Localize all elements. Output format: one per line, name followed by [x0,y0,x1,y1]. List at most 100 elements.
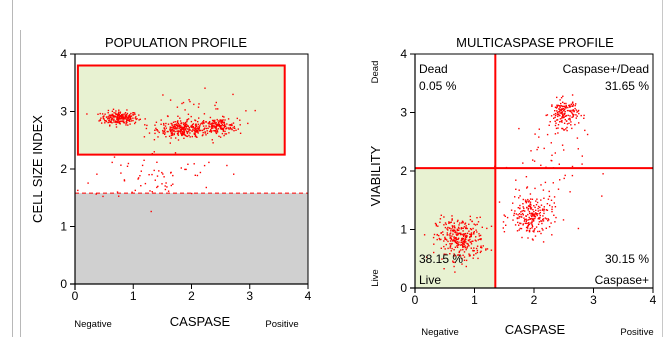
data-point [135,116,136,117]
data-point [204,88,205,89]
data-point [452,226,453,227]
data-point [527,223,528,224]
data-point [535,212,536,213]
data-point [451,215,452,216]
data-point [465,235,466,236]
data-point [543,189,544,190]
data-point [559,111,560,112]
data-point [155,128,156,129]
data-point [224,131,225,132]
data-point [119,121,120,122]
data-point [517,217,518,218]
data-point [554,117,555,118]
data-point [564,178,565,179]
data-point [563,115,564,116]
data-point [523,210,524,211]
data-point [530,228,531,229]
data-point [216,102,217,103]
data-point [564,109,565,110]
data-point [164,132,165,133]
data-point [460,249,461,250]
data-point [602,173,603,174]
data-point [175,124,176,125]
data-point [116,126,117,127]
data-point [448,223,449,224]
data-point [100,113,101,114]
data-point [232,127,233,128]
data-point [125,112,126,113]
data-point [214,105,215,106]
data-point [538,210,539,211]
data-point [544,148,545,149]
data-point [450,247,451,248]
data-point [562,106,563,107]
data-point [582,155,583,156]
data-point [197,127,198,128]
data-point [554,202,555,203]
data-point [120,172,121,173]
data-point [179,125,180,126]
data-point [563,149,564,150]
data-point [122,120,123,121]
quadrant-caspase-dead-name: Caspase+/Dead [563,62,649,76]
data-point [512,219,513,220]
data-point [101,122,102,123]
data-point [555,113,556,114]
data-point [115,110,116,111]
data-point [539,217,540,218]
data-point [533,211,534,212]
data-point [165,125,166,126]
data-point [520,223,521,224]
data-point [551,104,552,105]
data-point [178,131,179,132]
data-point [126,117,127,118]
data-point [164,129,165,130]
data-point [198,107,199,108]
data-point [443,246,444,247]
data-point [151,211,152,212]
data-point [463,243,464,244]
data-point [210,123,211,124]
data-point [469,234,470,235]
y-tick-label: 1 [400,223,407,237]
data-point [135,122,136,123]
data-point [576,111,577,112]
data-point [515,189,516,190]
data-point [166,186,167,187]
data-point [190,129,191,130]
data-point [212,123,213,124]
data-point [458,228,459,229]
data-point [163,133,164,134]
data-point [537,231,538,232]
data-point [451,238,452,239]
data-point [452,218,453,219]
data-point [126,114,127,115]
data-point [467,243,468,244]
data-point [526,230,527,231]
data-point [529,213,530,214]
data-point [102,113,103,114]
data-point [178,135,179,136]
data-point [189,132,190,133]
data-point [518,207,519,208]
data-point [129,123,130,124]
data-point [450,230,451,231]
data-point [519,216,520,217]
data-point [184,135,185,136]
data-point [181,134,182,135]
data-point [567,107,568,108]
data-point [143,160,144,161]
data-point [113,109,114,110]
quadrant-caspase-dead-percent: 31.65 % [605,79,649,93]
data-point [170,131,171,132]
x-tick-label: 0 [412,293,419,307]
data-point [442,231,443,232]
data-point [555,152,556,153]
data-point [534,161,535,162]
data-point [463,241,464,242]
data-point [191,193,192,194]
data-point [550,121,551,122]
data-point [100,120,101,121]
data-point [578,148,579,149]
data-point [134,114,135,115]
